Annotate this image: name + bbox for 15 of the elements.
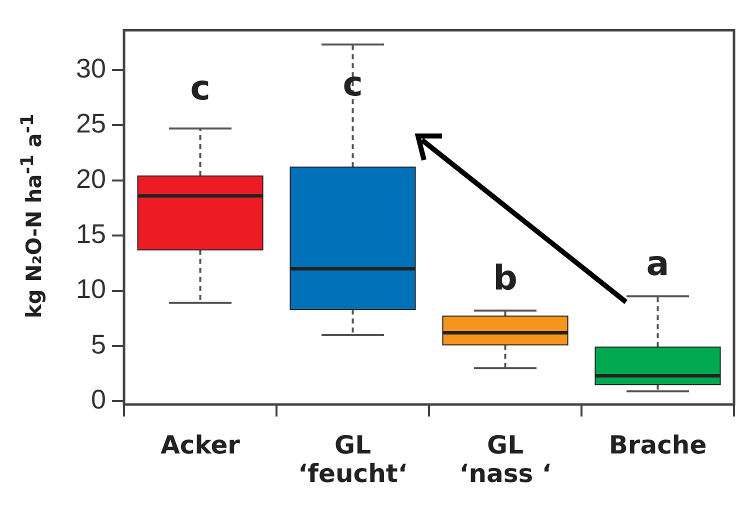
y-tick-label: 10 (76, 274, 106, 304)
y-tick-label: 25 (76, 108, 106, 139)
annotation: a (646, 244, 670, 284)
y-tick-label: 30 (76, 53, 106, 84)
annotation: b (493, 258, 518, 298)
annotation: c (190, 68, 210, 108)
x-tick-label: GL ‘nass ‘ (459, 430, 552, 488)
y-tick-label: 5 (91, 329, 106, 360)
x-tick-label: Brache (608, 430, 707, 460)
x-tick-label: GL ‘feucht‘ (298, 430, 408, 488)
y-tick-label: 15 (76, 219, 106, 250)
y-tick-label: 0 (91, 384, 106, 415)
y-tick-label: 20 (76, 164, 106, 194)
annotation: c (342, 64, 363, 104)
x-tick-label: Acker (160, 430, 241, 460)
